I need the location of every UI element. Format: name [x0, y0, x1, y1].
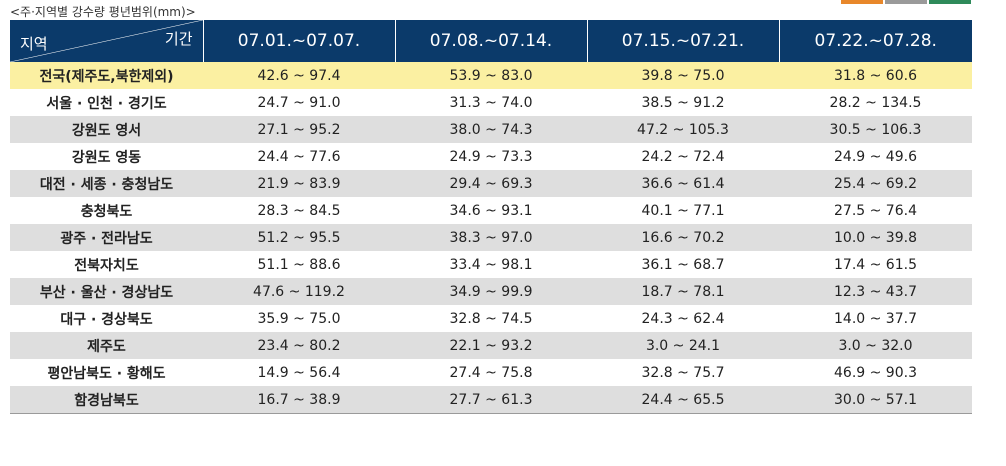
region-cell: 제주도: [10, 332, 203, 359]
range-cell: 14.0 ~ 37.7: [834, 310, 917, 327]
range-cell: 36.1 ~ 68.7: [641, 256, 725, 273]
table-row: 전북자치도 51.1 ~ 88.6 33.4 ~ 98.1 36.1 ~ 68.7 17…: [10, 251, 972, 278]
table-row: 함경남북도 16.7 ~ 38.9 27.7 ~ 61.3 24.4 ~ 65.5 30…: [10, 386, 972, 414]
table-row: 서울 · 인천 · 경기도 24.7 ~ 91.0 31.3 ~ 74.0 38.5 …: [10, 89, 972, 116]
table-row: 강원도 영서 27.1 ~ 95.2 38.0 ~ 74.3 47.2 ~ 105.3…: [10, 116, 972, 143]
range-cell: 24.7 ~ 91.0: [257, 94, 341, 111]
region-cell: 충청북도: [80, 203, 133, 220]
range-cell: 24.2 ~ 72.4: [641, 148, 725, 165]
range-cell: 22.1 ~ 93.2: [395, 332, 587, 359]
region-cell: 광주 · 전라남도: [10, 224, 203, 251]
region-cell: 강원도 영동: [71, 149, 142, 166]
table-row: 전국(제주도,북한제외) 42.6 ~ 97.4 53.9 ~ 83.0 39.8 ~…: [10, 62, 972, 89]
region-cell: 함경남북도: [10, 386, 203, 414]
range-cell: 32.8 ~ 74.5: [449, 310, 533, 327]
range-cell: 30.5 ~ 106.3: [779, 116, 972, 143]
table-row: 대전 · 세종 · 충청남도 21.9 ~ 83.9 29.4 ~ 69.3 36.6…: [10, 170, 972, 197]
table-row: 부산 · 울산 · 경상남도 47.6 ~ 119.2 34.9 ~ 99.9 18.…: [10, 278, 972, 305]
range-cell: 16.7 ~ 38.9: [203, 386, 395, 414]
region-cell: 서울 · 인천 · 경기도: [46, 95, 167, 112]
range-cell: 47.2 ~ 105.3: [587, 116, 779, 143]
range-cell: 42.6 ~ 97.4: [203, 62, 395, 89]
range-cell: 29.4 ~ 69.3: [395, 170, 587, 197]
range-cell: 53.9 ~ 83.0: [395, 62, 587, 89]
range-cell: 31.3 ~ 74.0: [449, 94, 533, 111]
range-cell: 27.7 ~ 61.3: [395, 386, 587, 414]
table-row: 광주 · 전라남도 51.2 ~ 95.5 38.3 ~ 97.0 16.6 ~ 70…: [10, 224, 972, 251]
header-row: 지역 기간 07.01.~07.07. 07.08.~07.14. 07.15.…: [10, 20, 972, 62]
header-period-1: 07.01.~07.07.: [203, 20, 396, 62]
region-cell: 전국(제주도,북한제외): [10, 62, 203, 89]
tab-orange[interactable]: [841, 0, 883, 4]
range-cell: 32.8 ~ 75.7: [641, 364, 725, 381]
header-period-3: 07.15.~07.21.: [587, 20, 780, 62]
region-cell: 대구 · 경상북도: [60, 311, 153, 328]
table-row: 평안남북도 · 황해도 14.9 ~ 56.4 27.4 ~ 75.8 32.8 ~ …: [10, 359, 972, 386]
table-row: 충청북도 28.3 ~ 84.5 34.6 ~ 93.1 40.1 ~ 77.1 27.…: [10, 197, 972, 224]
range-cell: 34.6 ~ 93.1: [449, 202, 533, 219]
range-cell: 28.3 ~ 84.5: [257, 202, 341, 219]
range-cell: 38.5 ~ 91.2: [641, 94, 725, 111]
region-cell: 부산 · 울산 · 경상남도: [10, 278, 203, 305]
range-cell: 35.9 ~ 75.0: [257, 310, 341, 327]
column-axis-label: 기간: [164, 30, 193, 48]
table-row: 강원도 영동 24.4 ~ 77.6 24.9 ~ 73.3 24.2 ~ 72.4 2…: [10, 143, 972, 170]
range-cell: 24.9 ~ 49.6: [834, 148, 917, 165]
range-cell: 51.2 ~ 95.5: [203, 224, 395, 251]
range-cell: 27.4 ~ 75.8: [449, 364, 533, 381]
rainfall-range-table: 지역 기간 07.01.~07.07. 07.08.~07.14. 07.15.…: [10, 20, 972, 414]
range-cell: 10.0 ~ 39.8: [779, 224, 972, 251]
table-body: 전국(제주도,북한제외) 42.6 ~ 97.4 53.9 ~ 83.0 39.8 ~…: [10, 62, 972, 414]
table-row: 제주도 23.4 ~ 80.2 22.1 ~ 93.2 3.0 ~ 24.1 3.0 ~…: [10, 332, 972, 359]
tab-green[interactable]: [929, 0, 971, 4]
range-cell: 40.1 ~ 77.1: [641, 202, 725, 219]
range-cell: 25.4 ~ 69.2: [779, 170, 972, 197]
region-cell: 평안남북도 · 황해도: [47, 365, 166, 382]
range-cell: 3.0 ~ 32.0: [779, 332, 972, 359]
header-period-2: 07.08.~07.14.: [395, 20, 588, 62]
range-cell: 47.6 ~ 119.2: [203, 278, 395, 305]
range-cell: 24.9 ~ 73.3: [449, 148, 533, 165]
range-cell: 33.4 ~ 98.1: [449, 256, 533, 273]
range-cell: 12.3 ~ 43.7: [779, 278, 972, 305]
range-cell: 14.9 ~ 56.4: [257, 364, 341, 381]
range-cell: 31.8 ~ 60.6: [779, 62, 972, 89]
range-cell: 51.1 ~ 88.6: [257, 256, 341, 273]
range-cell: 38.3 ~ 97.0: [395, 224, 587, 251]
region-cell: 강원도 영서: [10, 116, 203, 143]
color-tabs: [841, 0, 971, 4]
range-cell: 24.4 ~ 77.6: [257, 148, 341, 165]
header-corner-cell: 지역 기간: [10, 20, 204, 62]
range-cell: 36.6 ~ 61.4: [587, 170, 779, 197]
range-cell: 30.0 ~ 57.1: [779, 386, 972, 414]
region-cell: 대전 · 세종 · 충청남도: [10, 170, 203, 197]
range-cell: 24.4 ~ 65.5: [587, 386, 779, 414]
table-row: 대구 · 경상북도 35.9 ~ 75.0 32.8 ~ 74.5 24.3 ~ 62…: [10, 305, 972, 332]
range-cell: 3.0 ~ 24.1: [587, 332, 779, 359]
range-cell: 24.3 ~ 62.4: [641, 310, 725, 327]
range-cell: 27.5 ~ 76.4: [834, 202, 917, 219]
tab-gray[interactable]: [885, 0, 927, 4]
range-cell: 46.9 ~ 90.3: [834, 364, 917, 381]
range-cell: 38.0 ~ 74.3: [395, 116, 587, 143]
range-cell: 27.1 ~ 95.2: [203, 116, 395, 143]
range-cell: 18.7 ~ 78.1: [587, 278, 779, 305]
range-cell: 34.9 ~ 99.9: [395, 278, 587, 305]
row-axis-label: 지역: [20, 35, 48, 53]
range-cell: 17.4 ~ 61.5: [834, 256, 917, 273]
table-caption: <주·지역별 강수량 평년범위(mm)>: [10, 5, 196, 19]
range-cell: 28.2 ~ 134.5: [829, 94, 922, 111]
header-period-4: 07.22.~07.28.: [779, 20, 972, 62]
range-cell: 21.9 ~ 83.9: [203, 170, 395, 197]
region-cell: 전북자치도: [74, 257, 139, 274]
range-cell: 16.6 ~ 70.2: [587, 224, 779, 251]
range-cell: 39.8 ~ 75.0: [587, 62, 779, 89]
range-cell: 23.4 ~ 80.2: [203, 332, 395, 359]
